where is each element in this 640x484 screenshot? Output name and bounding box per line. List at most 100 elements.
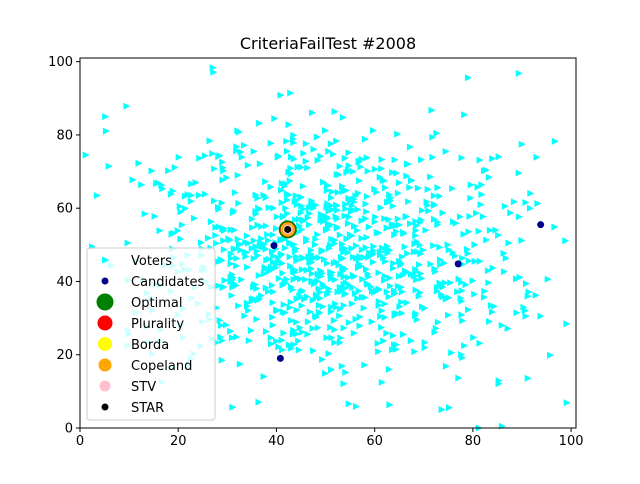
voter-point (278, 199, 286, 207)
voter-point (302, 157, 310, 165)
voter-point (225, 235, 233, 243)
voter-point (258, 223, 266, 231)
voter-point (256, 160, 264, 168)
voter-point (447, 279, 455, 287)
voter-point (265, 204, 273, 212)
voter-point (396, 221, 403, 229)
voter-point (340, 248, 348, 256)
legend-label-candidates: Candidates (131, 275, 204, 290)
voter-point (401, 267, 409, 275)
voter-point (269, 288, 277, 296)
voter-point (398, 298, 406, 306)
voter-point (424, 185, 432, 193)
voter-point (400, 230, 408, 238)
voter-point (349, 206, 357, 214)
voter-point (527, 189, 535, 197)
voter-point (279, 281, 287, 289)
legend-marker-candidates (101, 277, 109, 285)
y-axis: 0 20 40 60 80 100 (48, 55, 80, 437)
voter-point (227, 226, 235, 234)
voter-point (329, 206, 336, 214)
voter-point (378, 307, 386, 315)
voter-point (526, 204, 534, 212)
chart-title: CriteriaFailTest #2008 (240, 34, 416, 53)
voter-point (430, 192, 438, 200)
voter-point (278, 336, 286, 344)
voter-point (241, 248, 249, 256)
x-tick-label: 60 (366, 434, 383, 449)
voter-point (518, 140, 526, 148)
voter-point (207, 218, 215, 226)
voter-point (377, 313, 385, 320)
voter-point (159, 185, 167, 193)
voter-point (371, 218, 379, 226)
voter-point (459, 354, 467, 362)
voter-point (394, 130, 402, 138)
voter-point (356, 322, 364, 330)
voter-point (391, 156, 399, 164)
voter-point (151, 212, 159, 220)
voter-point (237, 246, 245, 254)
voter-point (175, 153, 183, 161)
voter-point (339, 114, 347, 121)
voter-point (327, 324, 335, 331)
voter-point (154, 179, 162, 187)
voter-point (442, 362, 450, 370)
voter-point (389, 169, 397, 176)
voter-point (314, 156, 322, 164)
voter-point (439, 293, 447, 301)
voter-point (250, 255, 258, 262)
voter-point (483, 236, 491, 244)
voter-point (471, 241, 479, 249)
voter-point (495, 153, 503, 161)
voter-point (477, 201, 485, 209)
voter-point (219, 176, 227, 184)
voter-point (458, 311, 466, 319)
voter-point (421, 344, 429, 352)
voter-point (245, 337, 253, 345)
voter-point (323, 259, 331, 267)
voter-point (278, 186, 285, 194)
voter-point (342, 284, 350, 292)
voter-point (215, 223, 223, 231)
voter-point (228, 334, 236, 342)
voter-point (394, 282, 402, 290)
voter-point (331, 108, 339, 116)
voter-point (244, 263, 252, 271)
voter-point (390, 259, 398, 267)
voter-point (387, 196, 395, 204)
voter-point (446, 404, 453, 412)
voter-point (267, 183, 275, 191)
voter-point (304, 330, 312, 338)
voter-point (220, 224, 228, 232)
voter-point (302, 276, 310, 283)
voter-point (354, 294, 362, 302)
voter-point (255, 398, 263, 406)
voter-point (359, 275, 367, 283)
voter-point (469, 277, 477, 285)
voter-point (255, 204, 263, 212)
voter-point (289, 286, 297, 294)
voter-point (481, 287, 489, 295)
legend-marker-borda (98, 337, 112, 351)
voter-point (412, 309, 420, 317)
voter-point (238, 153, 246, 161)
voter-point (308, 270, 316, 278)
voter-point (407, 337, 415, 345)
voter-point (489, 155, 497, 163)
voter-point (369, 258, 377, 266)
voter-point (361, 135, 369, 143)
voter-point (290, 131, 298, 139)
voter-point (355, 158, 363, 166)
voter-point (278, 179, 286, 187)
voter-point (414, 184, 422, 192)
voter-point (436, 192, 444, 200)
voter-point (287, 164, 295, 172)
voter-point (471, 257, 479, 265)
voter-point (418, 216, 425, 224)
voter-point (340, 301, 348, 309)
voter-point (297, 209, 305, 217)
voter-point (312, 235, 320, 243)
voter-point (321, 255, 328, 263)
